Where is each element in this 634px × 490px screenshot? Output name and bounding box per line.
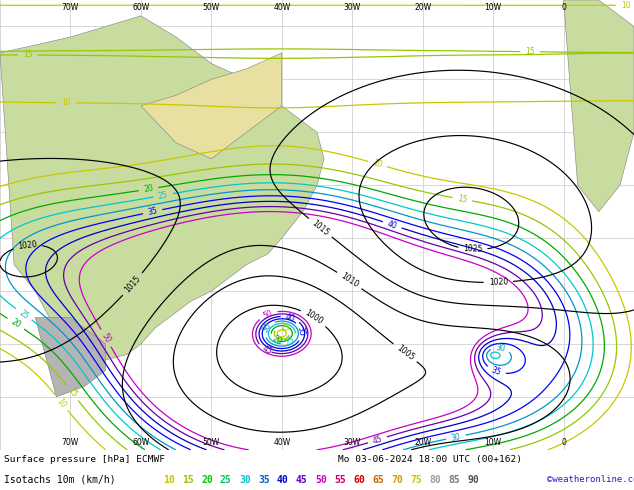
Text: 25: 25 [220, 475, 232, 485]
Text: 1025: 1025 [463, 245, 482, 254]
Polygon shape [564, 0, 634, 212]
Polygon shape [36, 318, 106, 397]
Text: 15: 15 [456, 194, 468, 204]
Text: Surface pressure [hPa] ECMWF: Surface pressure [hPa] ECMWF [4, 455, 165, 465]
Text: 15: 15 [65, 386, 79, 399]
Text: 1015: 1015 [310, 218, 331, 237]
Text: 10: 10 [163, 475, 175, 485]
Polygon shape [141, 53, 281, 159]
Text: 0: 0 [561, 2, 566, 12]
Text: ©weatheronline.co.uk: ©weatheronline.co.uk [547, 475, 634, 485]
Text: 30W: 30W [344, 2, 361, 12]
Text: 40: 40 [386, 219, 398, 231]
Text: 45: 45 [372, 434, 384, 445]
Text: 50W: 50W [203, 2, 220, 12]
Text: 50: 50 [262, 308, 274, 320]
Text: 40: 40 [277, 475, 288, 485]
Text: 20: 20 [143, 184, 154, 195]
Text: 35: 35 [296, 325, 307, 337]
Text: 70W: 70W [62, 438, 79, 447]
Text: 65: 65 [372, 475, 384, 485]
Text: 40W: 40W [273, 2, 290, 12]
Text: 20: 20 [10, 318, 22, 330]
Text: 10W: 10W [484, 438, 501, 447]
Text: 10: 10 [372, 158, 384, 170]
Text: 1010: 1010 [339, 271, 360, 290]
Text: Mo 03-06-2024 18:00 UTC (00+162): Mo 03-06-2024 18:00 UTC (00+162) [338, 455, 522, 465]
Text: 35: 35 [258, 475, 269, 485]
Text: 1005: 1005 [394, 343, 415, 362]
Text: 1015: 1015 [123, 274, 142, 294]
Text: 30: 30 [495, 343, 506, 353]
Text: 20W: 20W [414, 438, 431, 447]
Text: 75: 75 [410, 475, 422, 485]
Text: 50W: 50W [203, 438, 220, 447]
Text: 1000: 1000 [303, 309, 325, 326]
Text: 30: 30 [450, 432, 462, 442]
Text: Isotachs 10m (km/h): Isotachs 10m (km/h) [4, 475, 115, 485]
Text: 30: 30 [261, 321, 274, 335]
Text: 1020: 1020 [18, 240, 37, 251]
Text: 85: 85 [448, 475, 460, 485]
Text: 30: 30 [239, 475, 251, 485]
Text: 15: 15 [182, 475, 194, 485]
Text: 50: 50 [315, 475, 327, 485]
Text: 25: 25 [284, 335, 297, 348]
Text: 40: 40 [285, 312, 297, 323]
Text: 55: 55 [334, 475, 346, 485]
Text: 35: 35 [490, 366, 502, 377]
Text: 40W: 40W [273, 438, 290, 447]
Text: 50: 50 [100, 332, 112, 344]
Text: 70: 70 [391, 475, 403, 485]
Text: 20: 20 [201, 475, 213, 485]
Text: 10: 10 [61, 98, 70, 107]
Text: 60: 60 [353, 475, 365, 485]
Text: 80: 80 [429, 475, 441, 485]
Text: 10W: 10W [484, 2, 501, 12]
Text: 1020: 1020 [489, 277, 508, 287]
Text: 0: 0 [561, 438, 566, 447]
Text: 20W: 20W [414, 2, 431, 12]
Text: 25: 25 [158, 190, 169, 200]
Text: 60W: 60W [133, 2, 150, 12]
Text: 30W: 30W [344, 438, 361, 447]
Text: 15: 15 [278, 322, 290, 334]
Text: 45: 45 [296, 475, 307, 485]
Text: 10: 10 [621, 1, 630, 10]
Text: 90: 90 [467, 475, 479, 485]
Text: 35: 35 [147, 206, 158, 217]
Text: 70W: 70W [62, 2, 79, 12]
Text: 15: 15 [525, 47, 535, 56]
Text: 10: 10 [55, 396, 68, 409]
Text: 20: 20 [271, 334, 283, 347]
Text: 15: 15 [23, 50, 32, 60]
Polygon shape [0, 16, 324, 360]
Text: 60W: 60W [133, 438, 150, 447]
Text: 25: 25 [17, 308, 30, 321]
Text: 45: 45 [261, 344, 273, 356]
